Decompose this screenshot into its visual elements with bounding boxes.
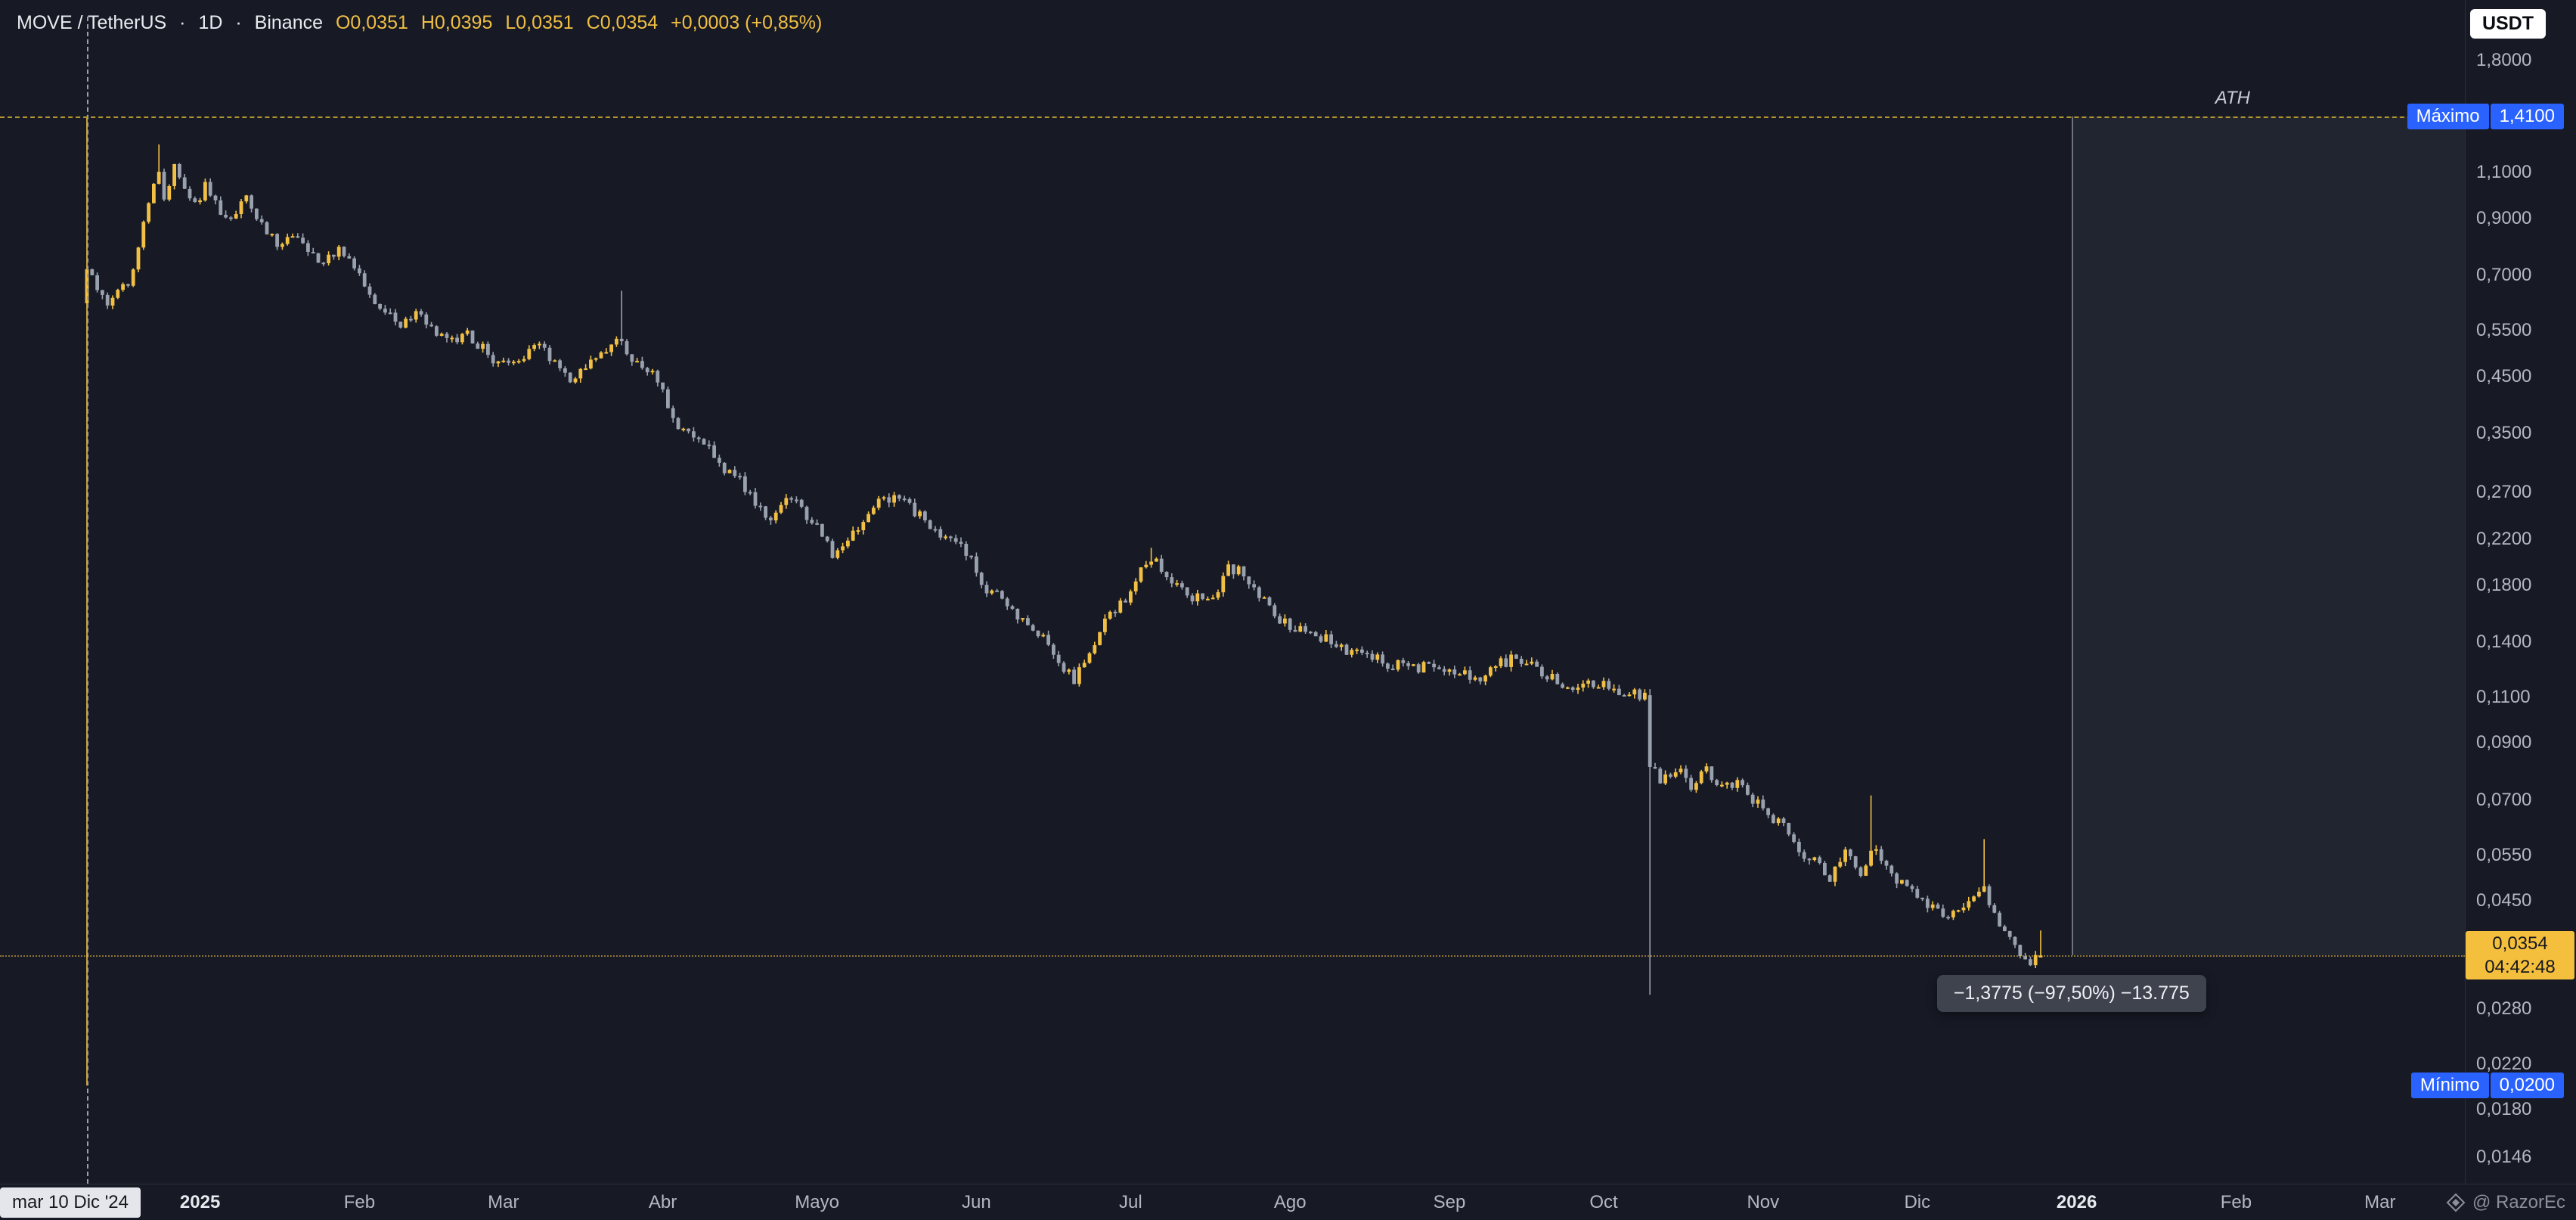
price-tick-label: 0,2700 <box>2476 482 2532 503</box>
time-tick-label: Abr <box>648 1192 677 1212</box>
last-price-badge: 0,0354 04:42:48 <box>2466 931 2574 980</box>
minimo-label: Mínimo <box>2410 1073 2489 1099</box>
minimo-value: 0,0200 <box>2490 1073 2564 1099</box>
price-axis[interactable]: 1,8000 1,1000 0,9000 0,7000 0,5500 0,4500 0,35… <box>2465 0 2576 1184</box>
measure-tooltip: −1,3775 (−97,50%) −13.775 <box>1936 975 2206 1013</box>
ath-dashed-line <box>0 116 2465 118</box>
price-tick-label: 0,0280 <box>2476 998 2532 1019</box>
price-tick-label: 1,8000 <box>2476 50 2532 70</box>
price-tick-label: 0,1100 <box>2476 686 2531 707</box>
price-tick-label: 0,3500 <box>2476 423 2532 444</box>
separator-dot: · <box>235 12 242 33</box>
time-tick-label: Feb <box>343 1192 376 1212</box>
open-value: O0,0351 <box>335 12 408 33</box>
exchange-label: Binance <box>254 12 324 33</box>
maximo-value: 1,4100 <box>2490 103 2564 129</box>
price-tick-label: 0,2200 <box>2476 529 2532 550</box>
last-price-line <box>0 955 2465 958</box>
last-price-value: 0,0354 <box>2492 933 2548 955</box>
price-tick-label: 0,7000 <box>2476 265 2532 286</box>
tradingview-logo-icon <box>2445 1192 2466 1213</box>
time-tick-label: Mayo <box>795 1192 839 1212</box>
maximo-label: Máximo <box>2407 103 2489 129</box>
price-tick-label: 0,0450 <box>2476 890 2532 911</box>
candlestick-series <box>85 116 2043 1086</box>
crosshair-vertical-line <box>87 17 88 1184</box>
price-tick-label: 0,5500 <box>2476 320 2532 341</box>
separator-dot: · <box>179 12 186 33</box>
price-tick-label: 0,1800 <box>2476 574 2532 595</box>
time-tick-label: Nov <box>1747 1192 1780 1212</box>
timeframe-label[interactable]: 1D <box>198 12 223 33</box>
time-tick-label: 2026 <box>2056 1192 2097 1212</box>
time-tick-label: Dic <box>1904 1192 1931 1212</box>
price-tick-label: 0,0180 <box>2476 1099 2532 1119</box>
price-tick-label: 0,0220 <box>2476 1053 2532 1074</box>
crosshair-date-label: mar 10 Dic '24 <box>0 1187 141 1218</box>
time-tick-label: Mar <box>488 1192 519 1212</box>
maximo-badge: Máximo 1,4100 <box>2407 103 2564 129</box>
price-tick-label: 0,0900 <box>2476 732 2532 753</box>
price-tick-label: 0,9000 <box>2476 207 2532 228</box>
price-tick-label: 0,4500 <box>2476 365 2532 386</box>
symbol-name[interactable]: MOVE / TetherUS <box>17 12 167 33</box>
watermark: @ RazorEc <box>2445 1184 2565 1220</box>
currency-toggle-button[interactable]: USDT <box>2469 9 2546 39</box>
time-tick-label: Oct <box>1589 1192 1618 1212</box>
watermark-text: @ RazorEc <box>2472 1192 2565 1212</box>
time-tick-label: Jun <box>962 1192 991 1212</box>
price-tick-label: 0,1400 <box>2476 632 2532 653</box>
price-tick-label: 0,0146 <box>2476 1147 2532 1168</box>
measure-range-region[interactable] <box>2071 116 2465 956</box>
price-tick-label: 1,1000 <box>2476 162 2532 183</box>
price-tick-label: 0,0700 <box>2476 789 2532 810</box>
price-tick-label: 0,0550 <box>2476 844 2532 865</box>
time-tick-label: Jul <box>1119 1192 1142 1212</box>
low-value: L0,0351 <box>505 12 574 33</box>
time-tick-label: Feb <box>2220 1192 2252 1212</box>
time-tick-label: Sep <box>1433 1192 1466 1212</box>
ath-label: ATH <box>2215 87 2251 108</box>
high-value: H0,0395 <box>420 12 493 33</box>
time-tick-label: 2025 <box>179 1192 221 1212</box>
symbol-info-bar: MOVE / TetherUS · 1D · Binance O0,0351 H… <box>17 12 829 34</box>
time-tick-label: Mar <box>2364 1192 2396 1212</box>
minimo-badge: Mínimo 0,0200 <box>2410 1073 2564 1099</box>
change-value: +0,0003 (+0,85%) <box>671 12 823 33</box>
last-price-countdown: 04:42:48 <box>2485 957 2556 978</box>
time-axis[interactable]: mar 10 Dic '24 @ RazorEc 2025 Feb Mar Abr Ma… <box>0 1184 2576 1220</box>
close-value: C0,0354 <box>586 12 659 33</box>
time-tick-label: Ago <box>1273 1192 1307 1212</box>
chart-plot-area[interactable]: ATH −1,3775 (−97,50%) −13.775 MOVE / Tet… <box>0 0 2465 1184</box>
